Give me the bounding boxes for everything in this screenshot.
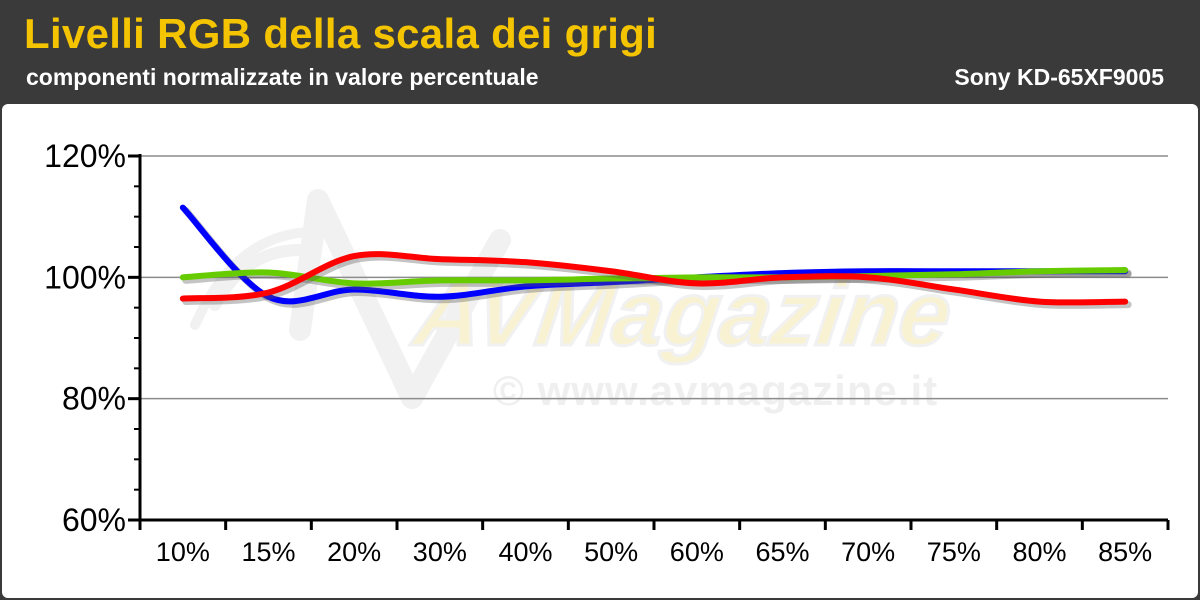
y-tick-label: 60% (62, 502, 126, 538)
x-tick-label: 40% (498, 537, 552, 567)
x-tick-label: 60% (670, 537, 724, 567)
y-tick-label: 100% (44, 259, 126, 295)
watermark-site: © www.avmagazine.it (493, 367, 938, 414)
chart-title: Livelli RGB della scala dei grigi (24, 10, 658, 57)
watermark-logo (190, 189, 511, 409)
series-line-red (179, 251, 1129, 306)
y-tick-label: 120% (44, 138, 126, 174)
watermark: AVMagazine © www.avmagazine.it (190, 189, 960, 414)
y-axis-ticks: 60% 80% 100% 120% (44, 138, 140, 538)
x-tick-label: 10% (156, 537, 210, 567)
x-tick-label: 30% (413, 537, 467, 567)
plot-panel (2, 104, 1198, 598)
x-tick-label: 70% (841, 537, 895, 567)
y-tick-label: 80% (62, 381, 126, 417)
x-tick-label: 15% (241, 537, 295, 567)
chart-subtitle: componenti normalizzate in valore percen… (26, 64, 539, 90)
x-tick-label: 80% (1012, 537, 1066, 567)
chart-header: Livelli RGB della scala dei grigi compon… (0, 0, 1200, 102)
x-tick-label: 65% (755, 537, 809, 567)
x-tick-label: 20% (327, 537, 381, 567)
x-tick-label: 85% (1098, 537, 1152, 567)
x-tick-label: 50% (584, 537, 638, 567)
x-tick-label: 75% (927, 537, 981, 567)
series-lines (179, 204, 1132, 309)
device-model: Sony KD-65XF9005 (954, 64, 1164, 90)
x-axis-ticks: 10% 15% 20% 30% 40% 50% 60% 65% 70% 75% 80% 85% (138, 520, 1170, 567)
